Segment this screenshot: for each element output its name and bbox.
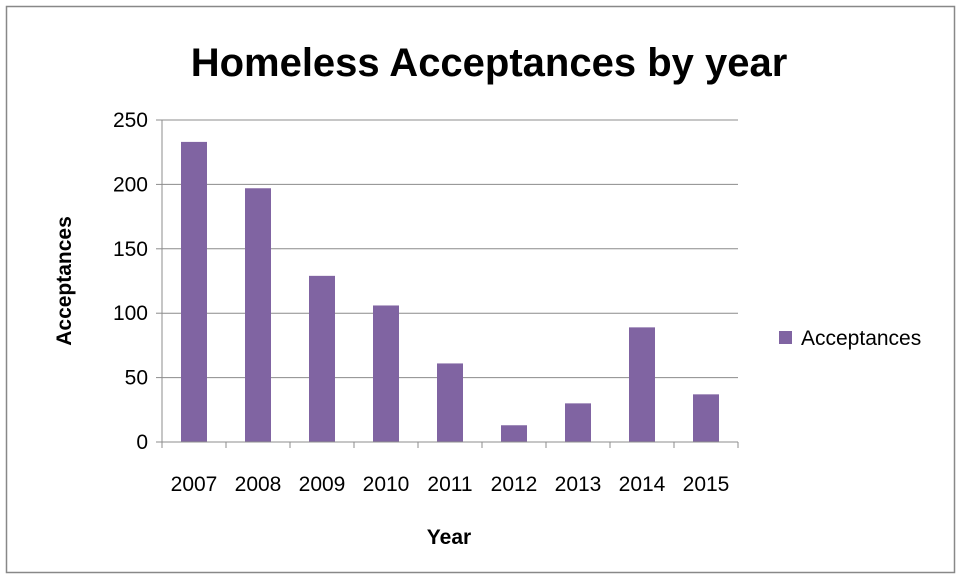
y-tick-label: 150 bbox=[113, 238, 148, 261]
y-tick-label: 250 bbox=[113, 109, 148, 132]
x-tick-label: 2011 bbox=[427, 473, 472, 496]
x-tick-label: 2013 bbox=[555, 473, 602, 496]
x-tick-label: 2014 bbox=[619, 473, 666, 496]
legend: Acceptances bbox=[779, 327, 921, 350]
x-tick-labels: 2007 2008 2009 2010 2011 2012 2013 2014 2015 bbox=[171, 473, 730, 496]
bars bbox=[181, 141, 719, 442]
x-tick-label: 2009 bbox=[299, 473, 346, 496]
bar-2012 bbox=[501, 425, 527, 442]
chart-border bbox=[5, 5, 956, 574]
bar-2010 bbox=[373, 305, 399, 442]
axes bbox=[156, 119, 739, 448]
bar-2007 bbox=[181, 141, 207, 442]
x-tick-label: 2008 bbox=[235, 473, 282, 496]
x-tick-label: 2015 bbox=[683, 473, 730, 496]
x-tick-label: 2012 bbox=[491, 473, 538, 496]
y-tick-label: 200 bbox=[113, 173, 148, 196]
bar-2015 bbox=[693, 394, 719, 442]
bar-2013 bbox=[565, 403, 591, 442]
bar-2008 bbox=[245, 188, 271, 442]
bar-2011 bbox=[437, 363, 463, 442]
x-tick-label: 2007 bbox=[171, 473, 218, 496]
chart-title: Homeless Acceptances by year bbox=[191, 41, 788, 85]
y-tick-label: 100 bbox=[113, 302, 148, 325]
y-tick-label: 0 bbox=[136, 431, 148, 454]
y-tick-label: 50 bbox=[125, 367, 148, 390]
bar-2014 bbox=[629, 327, 655, 442]
x-tick-label: 2010 bbox=[363, 473, 410, 496]
legend-swatch bbox=[779, 331, 792, 344]
x-axis-title: Year bbox=[427, 526, 471, 549]
legend-label: Acceptances bbox=[801, 327, 921, 350]
y-tick-labels: 0 50 100 150 200 250 bbox=[113, 109, 148, 454]
bar-2009 bbox=[309, 275, 335, 442]
y-axis-title: Acceptances bbox=[53, 216, 76, 346]
